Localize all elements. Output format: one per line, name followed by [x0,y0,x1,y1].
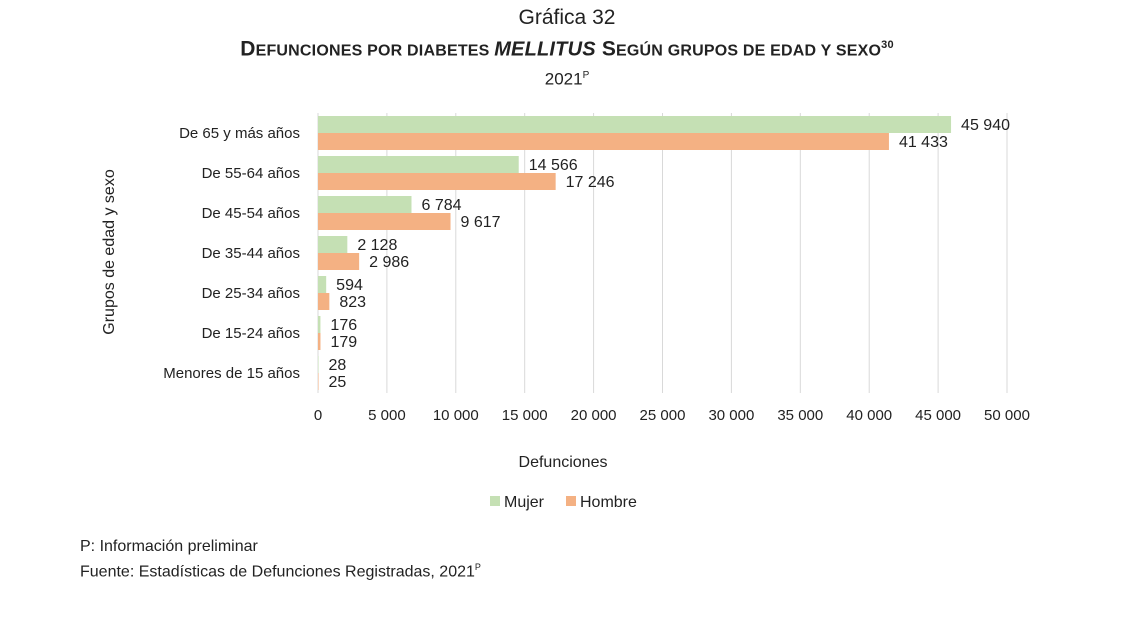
title-footnote-ref: 30 [881,39,894,51]
legend-label-hombre: Hombre [580,494,637,511]
y-axis-title: Grupos de edad y sexo [101,169,118,335]
data-label-mujer: 28 [329,357,347,374]
title-segment-2b: EGÚN GRUPOS DE EDAD Y SEXO [616,42,882,60]
x-axis-title: Defunciones [519,454,608,471]
bar-mujer [318,316,321,333]
bar-mujer [318,116,952,133]
bar-mujer [318,196,412,213]
x-tick-label: 15 000 [502,407,548,424]
legend-swatch-mujer [490,496,500,506]
bar-hombre [318,293,330,310]
data-label-hombre: 25 [329,374,347,391]
x-tick-label: 0 [314,407,322,424]
x-tick-label: 5 000 [368,407,406,424]
bar-hombre [318,133,889,150]
footnotes: P: Información preliminar Fuente: Estadí… [80,537,481,582]
title-segment-1a: D [240,37,256,61]
data-label-mujer: 594 [336,277,363,294]
data-label-hombre: 823 [339,294,366,311]
data-label-mujer: 14 566 [529,157,578,174]
footnote-source-mark: P [474,562,481,572]
year-text: 2021 [544,69,583,89]
chart-year: 2021P [0,65,1134,91]
year-preliminary-mark: P [582,69,590,81]
bar-mujer [318,236,348,253]
data-label-mujer: 45 940 [961,117,1010,134]
footnote-source: Fuente: Estadísticas de Defunciones Regi… [80,557,481,582]
legend-swatch-hombre [566,496,576,506]
x-tick-label: 10 000 [433,407,479,424]
x-tick-label: 35 000 [777,407,823,424]
bar-mujer [318,276,327,293]
category-label: De 55-64 años [202,165,300,182]
footnote-source-text: Fuente: Estadísticas de Defunciones Regi… [80,563,475,581]
bar-mujer [318,156,519,173]
category-label: De 25-34 años [202,285,300,302]
x-tick-label: 25 000 [640,407,686,424]
category-label: De 45-54 años [202,205,300,222]
data-label-hombre: 41 433 [899,134,948,151]
category-label: Menores de 15 años [163,365,300,382]
x-tick-label: 20 000 [571,407,617,424]
bar-hombre [318,333,321,350]
legend: Mujer Hombre [490,494,637,511]
x-tick-labels: 0 5 000 10 000 15 000 20 000 25 000 30 000 35 0… [314,407,1030,424]
legend-label-mujer: Mujer [504,494,545,511]
chart-header: Gráfica 32 DEFUNCIONES POR DIABETES MELL… [0,4,1134,90]
bar-hombre [318,173,556,190]
data-label-mujer: 176 [330,317,357,334]
bar-hombre [318,373,319,390]
data-label-mujer: 6 784 [421,197,461,214]
x-tick-label: 40 000 [846,407,892,424]
title-segment-2a: S [595,37,617,61]
data-label-hombre: 179 [330,334,357,351]
data-label-hombre: 2 986 [369,254,409,271]
category-label: De 65 y más años [179,125,300,142]
chart-title: DEFUNCIONES POR DIABETES MELLITUS SEGÚN … [0,32,1134,65]
bar-mujer [318,356,319,373]
bar-hombre [318,213,451,230]
title-italic-segment: MELLITUS [494,38,596,61]
data-label-hombre: 17 246 [566,174,615,191]
title-segment-1b: EFUNCIONES POR DIABETES [255,42,495,60]
bar-hombre [318,253,360,270]
gridlines [317,113,1008,393]
category-labels: De 65 y más años De 55-64 años De 45-54 añ… [163,125,300,382]
data-label-hombre: 9 617 [461,214,501,231]
footnote-preliminary: P: Información preliminar [80,538,258,555]
chart-number: Gráfica 32 [518,6,616,29]
category-label: De 35-44 años [202,245,300,262]
category-label: De 15-24 años [202,325,300,342]
x-tick-label: 30 000 [708,407,754,424]
x-tick-label: 50 000 [984,407,1030,424]
x-tick-label: 45 000 [915,407,961,424]
data-label-mujer: 2 128 [357,237,397,254]
